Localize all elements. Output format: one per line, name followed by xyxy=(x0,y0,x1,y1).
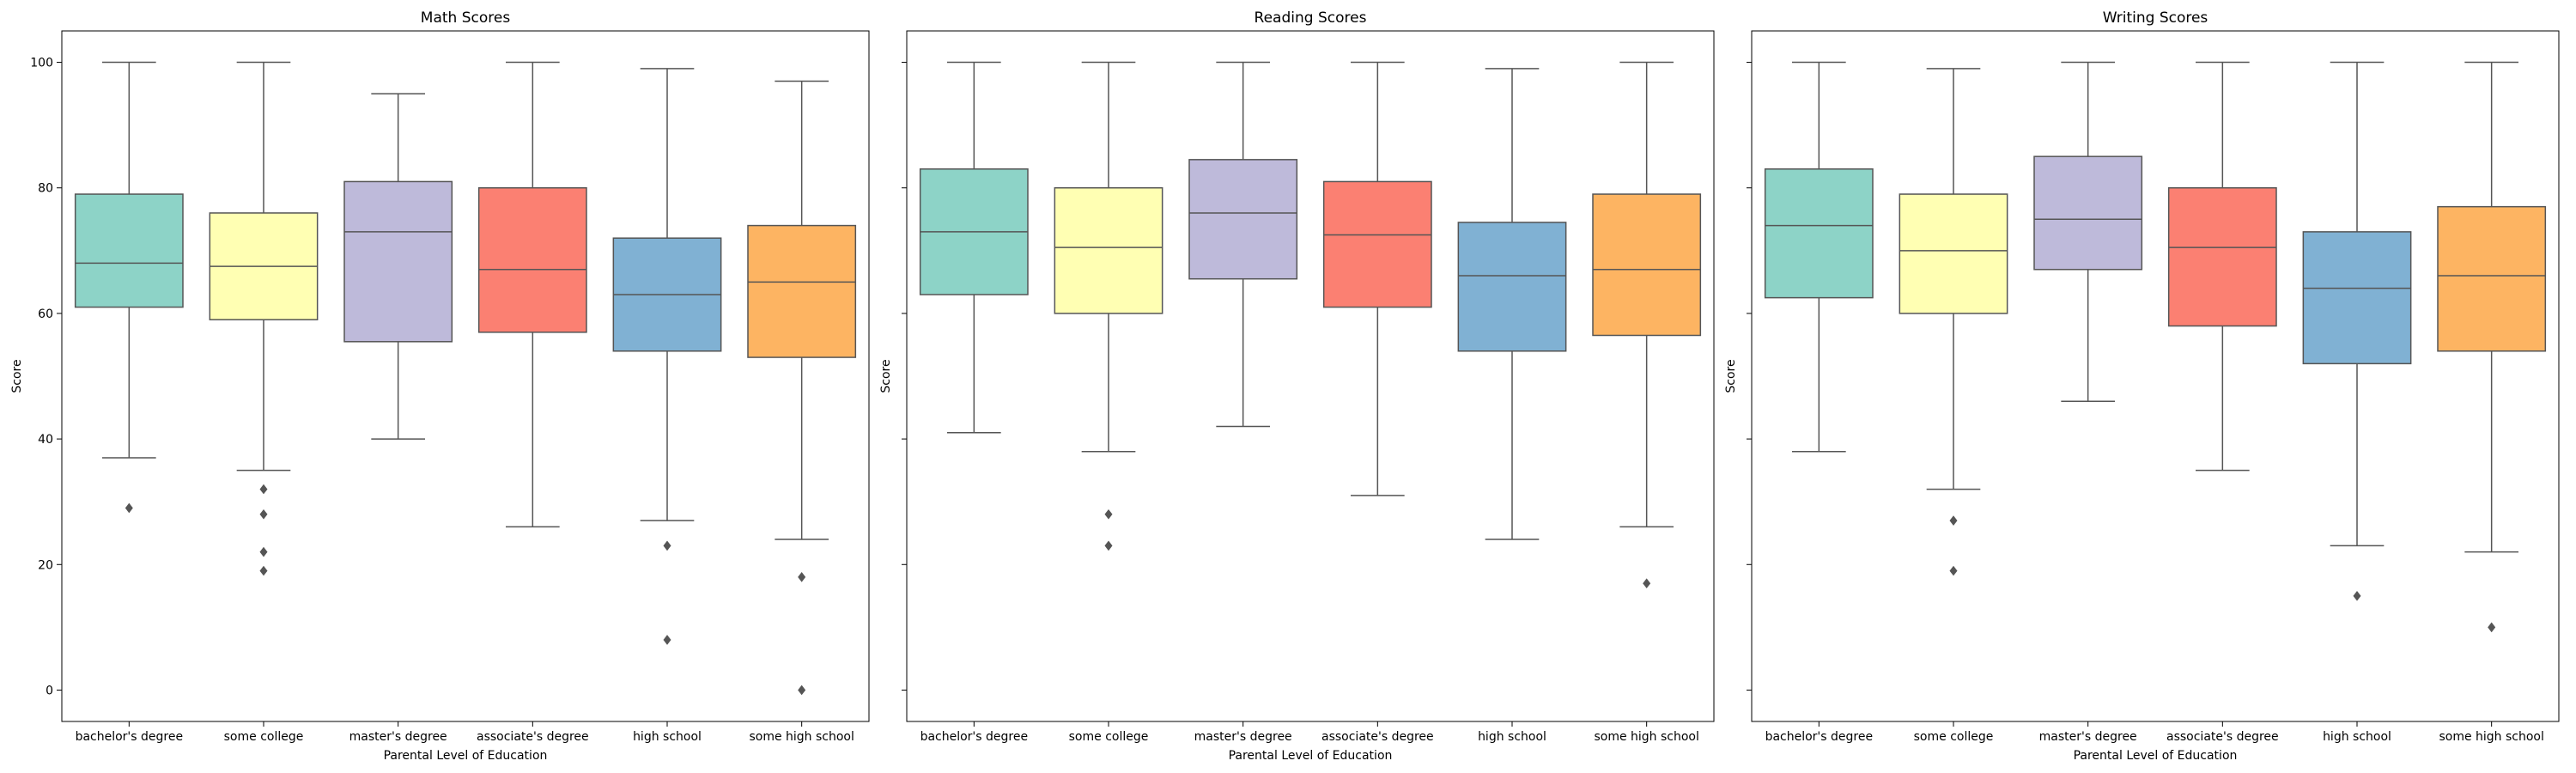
x-axis-label: Parental Level of Education xyxy=(1229,749,1393,763)
y-axis-label: Score xyxy=(1724,359,1738,393)
x-tick-label: master's degree xyxy=(2039,730,2137,744)
box-1: bachelor's degree xyxy=(1764,61,1874,744)
y-tick-label: 0 xyxy=(46,684,53,697)
panel-title: Math Scores xyxy=(421,9,511,27)
box-3: master's degree xyxy=(343,93,453,744)
y-tick-label: 40 xyxy=(38,433,53,447)
x-tick-label: some college xyxy=(1069,730,1149,744)
box-5: high school xyxy=(612,68,722,744)
x-axis-label: Parental Level of Education xyxy=(2074,749,2238,763)
outlier-point xyxy=(1104,508,1113,520)
iqr-box xyxy=(2437,205,2547,352)
y-axis-label: Score xyxy=(10,359,24,393)
x-tick-label: bachelor's degree xyxy=(1765,730,1874,744)
outlier-point xyxy=(2488,622,2496,633)
y-tick-label: 20 xyxy=(38,558,53,572)
box-1: bachelor's degree xyxy=(74,61,184,744)
x-tick-label: associate's degree xyxy=(477,730,589,744)
box-5: high school xyxy=(1457,68,1567,744)
iqr-box xyxy=(2033,155,2143,271)
box-2: some college xyxy=(1054,61,1163,744)
x-tick-label: master's degree xyxy=(349,730,447,744)
outlier-point xyxy=(1104,540,1113,551)
iqr-box xyxy=(343,180,453,343)
x-tick-label: high school xyxy=(2323,730,2391,744)
x-tick-label: some college xyxy=(224,730,304,744)
x-axis-label: Parental Level of Education xyxy=(384,749,548,763)
box-4: associate's degree xyxy=(1321,61,1434,744)
box-2: some college xyxy=(1899,68,2008,744)
box-6: some high school xyxy=(1592,61,1702,744)
iqr-box xyxy=(1899,193,2008,314)
box-4: associate's degree xyxy=(2166,61,2279,744)
panel-title: Writing Scores xyxy=(2103,9,2208,27)
x-tick-label: some high school xyxy=(2439,730,2543,744)
iqr-box xyxy=(1592,193,1702,337)
iqr-box xyxy=(477,186,587,333)
iqr-box xyxy=(1054,186,1163,314)
x-tick-label: high school xyxy=(633,730,702,744)
box-6: some high school xyxy=(2437,61,2547,744)
iqr-box xyxy=(1322,180,1432,308)
x-tick-label: some college xyxy=(1914,730,1994,744)
outlier-point xyxy=(1949,515,1958,526)
box-3: master's degree xyxy=(1188,61,1298,744)
iqr-box xyxy=(1764,168,1874,299)
plot-frame xyxy=(61,30,870,722)
outlier-point xyxy=(798,572,806,582)
x-tick-label: some high school xyxy=(749,730,854,744)
iqr-box xyxy=(2302,231,2412,365)
iqr-box xyxy=(74,193,184,308)
panel-title: Reading Scores xyxy=(1255,9,1367,27)
outlier-point xyxy=(663,635,671,645)
iqr-box xyxy=(2167,186,2277,327)
box-2: some college xyxy=(209,61,319,744)
box-1: bachelor's degree xyxy=(919,61,1029,744)
box-4: associate's degree xyxy=(477,61,589,744)
panel-3: Writing Scores Score Parental Level of Edu… xyxy=(1724,9,2560,763)
x-tick-label: high school xyxy=(1478,730,1546,744)
panel-2: Reading Scores Score Parental Level of Edu… xyxy=(879,9,1715,763)
x-tick-label: some high school xyxy=(1594,730,1698,744)
box-3: master's degree xyxy=(2033,61,2143,744)
x-tick-label: bachelor's degree xyxy=(920,730,1029,744)
outlier-point xyxy=(259,484,268,495)
iqr-box xyxy=(747,224,857,358)
y-tick-label: 100 xyxy=(30,57,53,70)
outlier-point xyxy=(259,508,268,520)
outlier-point xyxy=(1643,578,1651,589)
plot-frame xyxy=(1751,30,2560,722)
y-tick-label: 60 xyxy=(38,307,53,321)
plot-frame xyxy=(906,30,1715,722)
iqr-box xyxy=(1457,222,1567,352)
outlier-point xyxy=(259,565,268,576)
y-axis-label: Score xyxy=(879,359,893,393)
y-tick-label: 80 xyxy=(38,182,53,196)
outlier-point xyxy=(663,540,671,551)
outlier-point xyxy=(1949,565,1958,576)
outlier-point xyxy=(798,685,806,696)
x-tick-label: associate's degree xyxy=(2166,730,2279,744)
box-6: some high school xyxy=(747,80,857,744)
x-tick-label: associate's degree xyxy=(1321,730,1434,744)
panel-1: Math Scores 0 20 40 60 80 100 Score Parental Lev… xyxy=(10,9,870,763)
outlier-point xyxy=(2353,590,2361,601)
outlier-point xyxy=(125,502,133,514)
x-tick-label: bachelor's degree xyxy=(76,730,184,744)
box-5: high school xyxy=(2302,61,2412,744)
outlier-point xyxy=(259,546,268,557)
iqr-box xyxy=(1188,159,1298,280)
x-tick-label: master's degree xyxy=(1194,730,1292,744)
